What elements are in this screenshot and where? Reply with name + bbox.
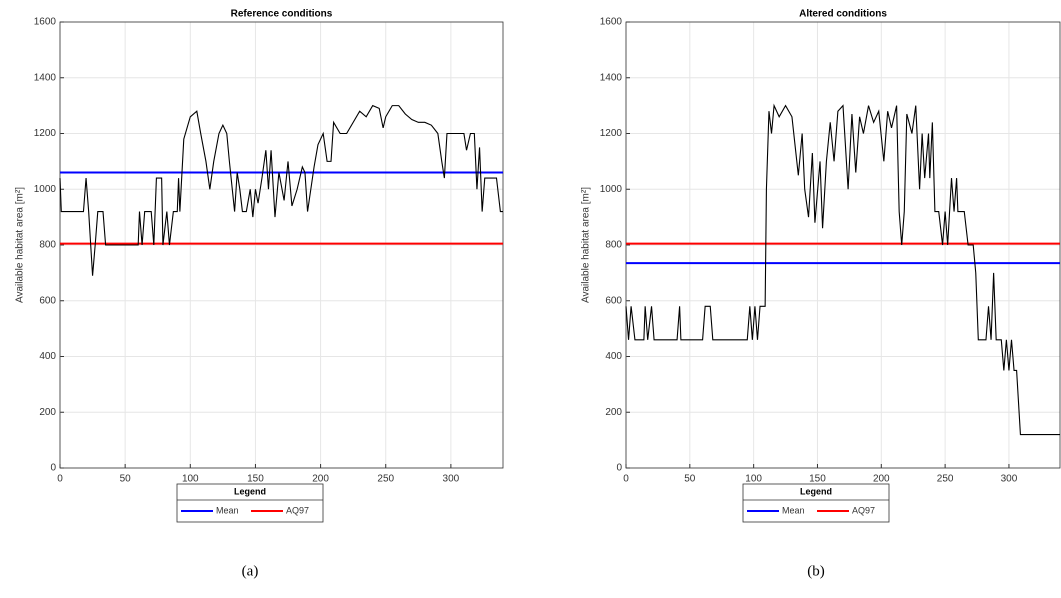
legend-label: AQ97 (852, 505, 875, 515)
x-tick-label: 200 (873, 474, 890, 485)
x-tick-label: 300 (1001, 474, 1018, 485)
legend-title: Legend (800, 486, 832, 496)
x-tick-label: 0 (57, 474, 63, 485)
y-tick-label: 1000 (34, 184, 57, 195)
legend-label: Mean (782, 505, 805, 515)
x-tick-label: 100 (182, 474, 199, 485)
chart: 0 200 400 600 800 1000 1200 1400 1600 0 50 100 150 20… (581, 9, 1061, 579)
y-tick-label: 1600 (600, 17, 623, 28)
legend-box (742, 483, 890, 523)
y-axis-label: Available habitat area [m²] (15, 187, 26, 303)
axes-box (59, 21, 504, 469)
x-tick-label: 150 (247, 474, 264, 485)
y-tick-label: 1400 (34, 72, 57, 83)
x-tick-label: 100 (745, 474, 762, 485)
y-tick-label: 200 (39, 407, 56, 418)
y-tick-label: 1200 (600, 128, 623, 139)
x-tick-label: 300 (443, 474, 460, 485)
x-tick-label: 0 (623, 474, 629, 485)
legend-box (176, 483, 324, 523)
y-tick-label: 1600 (34, 17, 57, 28)
y-tick-label: 1400 (600, 72, 623, 83)
y-tick-label: 800 (605, 240, 622, 251)
x-tick-label: 200 (312, 474, 329, 485)
legend-label: Mean (216, 505, 239, 515)
y-tick-label: 1000 (600, 184, 623, 195)
y-tick-label: 600 (39, 295, 56, 306)
y-axis-label: Available habitat area [m²] (581, 187, 592, 303)
chart-title: Altered conditions (799, 9, 887, 20)
x-tick-label: 50 (120, 474, 132, 485)
x-tick-label: 250 (377, 474, 394, 485)
y-tick-label: 200 (605, 407, 622, 418)
y-tick-label: 400 (39, 351, 56, 362)
y-tick-label: 800 (39, 240, 56, 251)
chart-title: Reference conditions (231, 9, 333, 20)
axes-box (625, 21, 1061, 469)
x-tick-label: 150 (809, 474, 826, 485)
y-tick-label: 600 (605, 295, 622, 306)
x-tick-label: 250 (937, 474, 954, 485)
x-tick-label: 50 (684, 474, 696, 485)
y-tick-label: 0 (50, 463, 56, 474)
y-tick-label: 0 (616, 463, 622, 474)
legend-title: Legend (234, 486, 266, 496)
caption: (b) (807, 563, 825, 579)
line (625, 103, 1060, 436)
caption: (a) (242, 563, 259, 579)
y-tick-label: 400 (605, 351, 622, 362)
y-tick-label: 1200 (34, 128, 57, 139)
line (59, 104, 503, 276)
chart: 0 200 400 600 800 1000 1200 1400 1600 0 50 100 150 20… (15, 9, 504, 579)
legend-label: AQ97 (286, 505, 309, 515)
